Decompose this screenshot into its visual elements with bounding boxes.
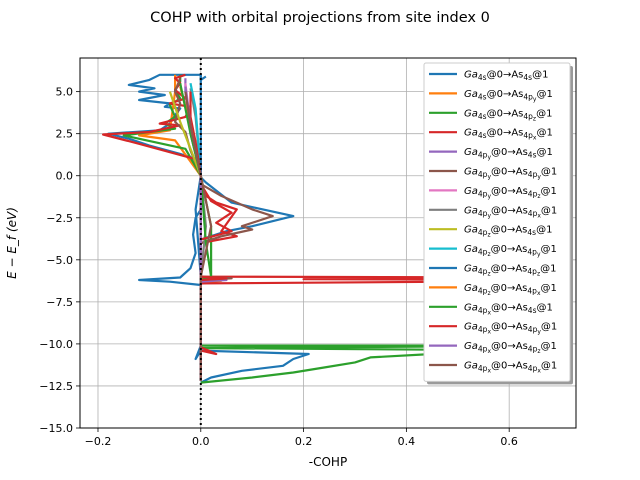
legend-label: Ga4pz@0→As4px@1 [464, 283, 557, 297]
y-tick-label: −2.5 [46, 212, 73, 225]
legend-label: Ga4pz@0→As4py@1 [464, 244, 557, 258]
x-tick-label: −0.2 [85, 435, 112, 448]
chart-title: COHP with orbital projections from site … [150, 10, 490, 26]
legend-label: Ga4s@0→As4pz@1 [464, 108, 552, 122]
y-tick-label: −10.0 [39, 338, 73, 351]
legend-label: Ga4pz@0→As4s@1 [464, 225, 552, 239]
x-tick-label: 0.4 [398, 435, 416, 448]
legend-label: Ga4pz@0→As4pz@1 [464, 264, 556, 278]
y-tick-label: −12.5 [39, 380, 73, 393]
legend-label: Ga4s@0→As4s@1 [464, 70, 548, 83]
y-axis-label: E − E_f (eV) [5, 207, 19, 279]
legend-label: Ga4px@0→As4pz@1 [464, 341, 557, 355]
y-tick-label: 0.0 [56, 170, 74, 183]
legend-label: Ga4px@0→As4py@1 [464, 322, 557, 336]
legend-label: Ga4py@0→As4px@1 [464, 205, 557, 219]
y-tick-label: 2.5 [56, 128, 74, 141]
legend-label: Ga4py@0→As4s@1 [464, 147, 553, 161]
legend-label: Ga4px@0→As4px@1 [464, 361, 557, 375]
series-line-1 [107, 73, 310, 384]
x-tick-label: 0.6 [500, 435, 518, 448]
legend-box [423, 62, 571, 382]
legend-label: Ga4s@0→As4py@1 [464, 89, 553, 103]
x-tick-label: 0.2 [295, 435, 313, 448]
x-axis-ticks: −0.2 0.0 0.2 0.4 0.6 [85, 428, 518, 448]
legend-label: Ga4py@0→As4py@1 [464, 167, 557, 181]
series-line-14 [189, 91, 233, 381]
legend: Ga4s@0→As4s@1 Ga4s@0→As4py@1 Ga4s@0→As4pz@… [423, 62, 573, 385]
y-axis-ticks: −15.0 −12.5 −10.0 −7.5 −5.0 −2.5 0.0 2.5 5.0 [39, 86, 80, 435]
x-axis-label: -COHP [309, 455, 347, 469]
y-tick-label: 5.0 [56, 86, 74, 99]
x-tick-label: 0.0 [192, 435, 210, 448]
y-tick-label: −15.0 [39, 422, 73, 435]
y-tick-label: −7.5 [46, 296, 73, 309]
legend-label: Ga4px@0→As4s@1 [464, 302, 553, 316]
legend-label: Ga4py@0→As4pz@1 [464, 186, 557, 200]
y-tick-label: −5.0 [46, 254, 73, 267]
legend-label: Ga4s@0→As4px@1 [464, 128, 553, 142]
plot-frame [79, 57, 577, 429]
